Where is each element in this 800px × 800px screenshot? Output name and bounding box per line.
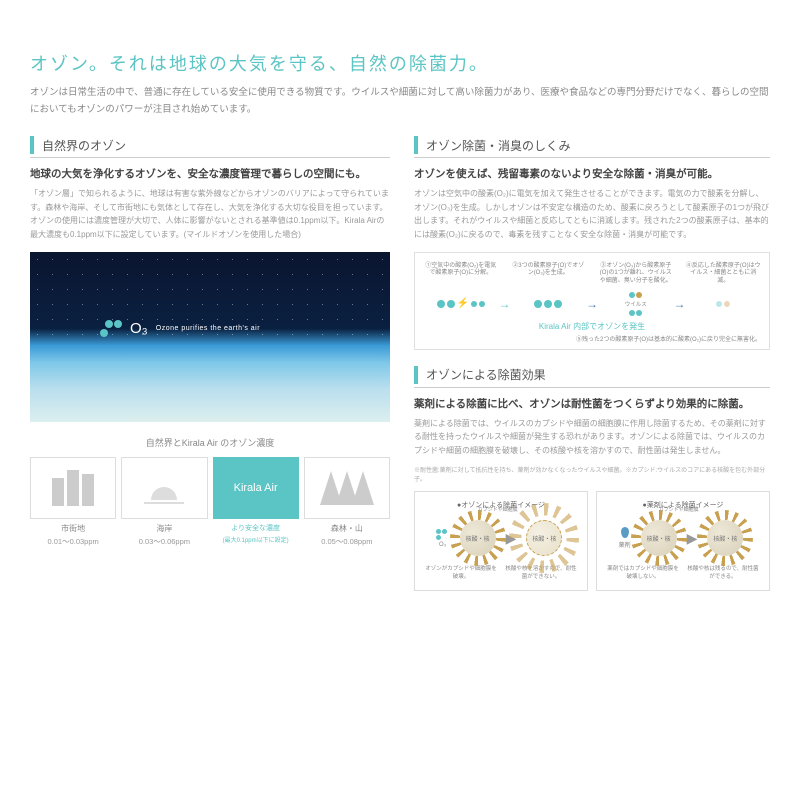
drop-icon xyxy=(621,527,629,538)
section-header-effect: オゾンによる除菌効果 xyxy=(414,366,770,388)
arrow-icon: → xyxy=(674,297,686,311)
effect-chemical: ●薬剤による除菌イメージ 薬剤 核酸・核 カプシドや細胞膜 ▶ 核酸・核 xyxy=(596,491,770,590)
arrow-icon: → xyxy=(499,297,511,311)
effect-ozone: ●オゾンによる除菌イメージ O₃ 核酸・核 カプシドや細胞膜 ▶ 核酸・核 xyxy=(414,491,588,590)
germ-icon: 核酸・核 xyxy=(703,516,747,560)
right-column: オゾン除菌・消臭のしくみ オゾンを使えば、残留毒素のないより安全な除菌・消臭が可… xyxy=(414,136,770,591)
step1-icon: ⚡ xyxy=(423,291,499,317)
sec1-body: オゾンは空気中の酸素(O₂)に電気を加えて発生させることができます。電気の力で酸… xyxy=(414,187,770,241)
germ-icon: 核酸・核 カプシドや細胞膜 xyxy=(456,516,500,560)
o3-caption: Ozone purifies the earth's air xyxy=(156,325,260,332)
earth-image: O₃ Ozone purifies the earth's air xyxy=(30,252,390,422)
effect-row: ●オゾンによる除菌イメージ O₃ 核酸・核 カプシドや細胞膜 ▶ 核酸・核 xyxy=(414,491,770,590)
process-diagram: ①空気中の酸素(O₂)を電気で酸素原子(O)に分解。 ⚡ → ②3つの酸素原子(… xyxy=(414,252,770,350)
process-caption: Kirala Air 内部でオゾンを発生 xyxy=(423,321,761,332)
density-city: 市街地 0.01～0.03ppm xyxy=(30,457,116,547)
arrow-icon: → xyxy=(586,297,598,311)
germ-destroyed-icon: 核酸・核 xyxy=(522,516,566,560)
process-sub: ⑤残った2つの酸素原子(O)は基本的に酸素(O₂)に戻り完全に無害化。 xyxy=(423,334,761,343)
section-header-nature: 自然界のオゾン xyxy=(30,136,390,158)
footnote: ※耐性菌:薬剤に対して抵抗性を持ち、薬剤が効かなくなったウイルスや細菌。※カプシ… xyxy=(414,467,770,485)
step3-icon: ウイルス xyxy=(598,291,674,317)
density-coast: 海岸 0.03～0.06ppm xyxy=(121,457,207,547)
kirala-brand: Kirala Air xyxy=(234,482,278,494)
left-column: 自然界のオゾン 地球の大気を浄化するオゾンを、安全な濃度管理で暮らしの空間にも。… xyxy=(30,136,390,591)
density-forest: 森林・山 0.05～0.08ppm xyxy=(304,457,390,547)
columns: 自然界のオゾン 地球の大気を浄化するオゾンを、安全な濃度管理で暮らしの空間にも。… xyxy=(30,136,770,591)
city-icon xyxy=(52,470,94,506)
sec2-subtitle: 薬剤による除菌に比べ、オゾンは耐性菌をつくらずより効果的に除菌。 xyxy=(414,396,770,411)
germ-icon: 核酸・核 カプシドや細胞膜 xyxy=(637,516,681,560)
section-subtitle: 地球の大気を浄化するオゾンを、安全な濃度管理で暮らしの空間にも。 xyxy=(30,166,390,181)
density-row: 市街地 0.01～0.03ppm 海岸 0.03～0.06ppm Kirala … xyxy=(30,457,390,547)
section-body: 「オゾン層」で知られるように、地球は有害な紫外線などからオゾンのバリアによって守… xyxy=(30,187,390,241)
section-title: 自然界のオゾン xyxy=(42,137,126,154)
forest-icon xyxy=(323,471,371,505)
o3-symbol: O₃ xyxy=(130,320,148,337)
coast-icon xyxy=(144,468,184,508)
sec1-subtitle: オゾンを使えば、残留毒素のないより安全な除菌・消臭が可能。 xyxy=(414,166,770,181)
intro-text: オゾンは日常生活の中で、普通に存在している安全に使用できる物質です。ウイルスや細… xyxy=(30,84,770,118)
ozone-molecule-icon xyxy=(100,320,122,337)
density-label: 自然界とKirala Air のオゾン濃度 xyxy=(30,436,390,449)
density-kirala: Kirala Air より安全な濃度 (最大0.1ppm以下に設定) xyxy=(213,457,299,547)
step4-icon xyxy=(686,291,762,317)
sec2-body: 薬剤による除菌では、ウイルスのカプシドや細菌の細胞膜に作用し除菌するため、その薬… xyxy=(414,417,770,458)
main-title: オゾン。それは地球の大気を守る、自然の除菌力。 xyxy=(30,50,770,76)
section-header-mechanism: オゾン除菌・消臭のしくみ xyxy=(414,136,770,158)
arrow-icon: ▶ xyxy=(687,530,698,547)
step2-icon xyxy=(511,291,587,317)
o3-mini-icon xyxy=(436,528,450,540)
